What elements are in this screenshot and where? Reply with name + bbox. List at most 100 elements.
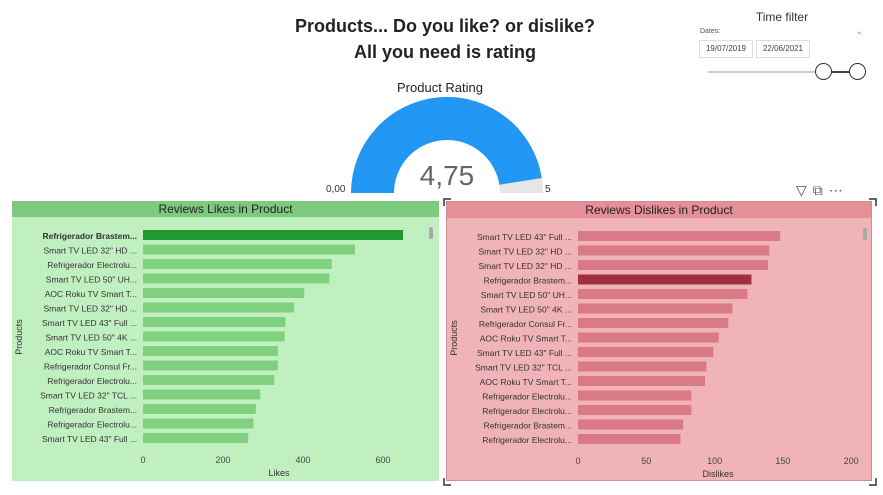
category-label: Smart TV LED 32" HD ...	[43, 304, 137, 314]
y-axis-label: Products	[449, 320, 459, 356]
bar[interactable]	[143, 317, 286, 327]
page-title-line2: All you need is rating	[353, 42, 537, 62]
y-axis-label: Products	[14, 319, 24, 355]
bar[interactable]	[143, 273, 330, 284]
bar[interactable]	[143, 389, 261, 400]
category-label: Refrigerador Electrolu...	[47, 376, 137, 386]
x-tick-label: 100	[707, 456, 722, 466]
bar[interactable]	[143, 244, 355, 255]
x-tick-label: 50	[641, 456, 651, 466]
x-tick-label: 200	[215, 455, 230, 465]
x-tick-label: 200	[844, 456, 859, 466]
x-axis-label: Likes	[268, 468, 290, 478]
category-label: Smart TV LED 50" UH...	[46, 275, 137, 285]
x-tick-label: 0	[140, 455, 145, 465]
filter-icon[interactable]: ▽	[796, 182, 813, 198]
category-label: AOC Roku TV Smart T...	[480, 377, 572, 387]
x-axis-label: Dislikes	[702, 469, 734, 479]
category-label: Smart TV LED 43" Full ...	[42, 434, 137, 444]
category-label: Smart TV LED 32" HD ...	[43, 246, 137, 256]
gauge-value: 4,75	[419, 160, 475, 191]
bar[interactable]	[143, 404, 256, 414]
resize-handle[interactable]	[869, 198, 877, 206]
bar[interactable]	[578, 274, 752, 285]
bar[interactable]	[143, 302, 295, 313]
category-label: Smart TV LED 43" Full ...	[477, 348, 572, 358]
x-tick-label: 150	[775, 456, 790, 466]
bar[interactable]	[578, 245, 770, 256]
resize-handle[interactable]	[443, 478, 451, 486]
resize-handle[interactable]	[443, 198, 451, 206]
rating-gauge	[351, 97, 543, 193]
category-label: Smart TV LED 50" 4K ...	[45, 333, 137, 343]
likes-chart-panel: Reviews Likes in Product Refrigerador Br…	[12, 201, 439, 481]
category-label: Smart TV LED 50" 4K ...	[480, 305, 572, 315]
bar[interactable]	[143, 259, 332, 269]
x-tick-label: 0	[575, 456, 580, 466]
scrollbar-thumb[interactable]	[863, 228, 867, 240]
category-label: Refrigerador Consul Fr...	[479, 319, 572, 329]
category-label: Smart TV LED 43" Full ...	[42, 318, 137, 328]
date-slider-end-handle[interactable]	[849, 63, 866, 80]
gauge-fill	[351, 97, 542, 193]
category-label: Smart TV LED 50" UH...	[481, 290, 572, 300]
time-filter-title: Time filter	[755, 10, 809, 24]
category-label: Refrigerador Brastem...	[49, 405, 137, 415]
start-date-input[interactable]: 19/07/2019	[699, 40, 753, 58]
gauge-min-label: 0,00	[326, 184, 346, 195]
category-label: Smart TV LED 32" HD ...	[478, 261, 572, 271]
category-label: Refrigerador Brastem...	[43, 231, 137, 241]
more-options-icon[interactable]: ⋯	[828, 182, 849, 198]
bar[interactable]	[143, 346, 278, 356]
category-label: Refrigerador Electrolu...	[482, 435, 572, 445]
bar[interactable]	[578, 332, 719, 343]
likes-chart-title: Reviews Likes in Product	[12, 201, 439, 217]
category-label: Smart TV LED 43" Full ...	[477, 232, 572, 242]
scrollbar-thumb[interactable]	[429, 227, 433, 239]
bar[interactable]	[143, 360, 278, 371]
end-date-input[interactable]: 22/06/2021	[756, 40, 810, 58]
page-title-line1: Products... Do you like? or dislike?	[294, 16, 596, 36]
bar[interactable]	[578, 419, 684, 430]
category-label: Refrigerador Electrolu...	[47, 260, 137, 270]
category-label: AOC Roku TV Smart T...	[45, 347, 137, 357]
bar[interactable]	[578, 303, 733, 314]
bar[interactable]	[578, 318, 729, 328]
bar[interactable]	[578, 231, 781, 241]
category-label: Refrigerador Consul Fr...	[44, 362, 137, 372]
bar[interactable]	[578, 434, 681, 444]
bar[interactable]	[143, 433, 249, 443]
bar[interactable]	[143, 230, 403, 240]
bar[interactable]	[143, 418, 254, 429]
date-slider-start-handle[interactable]	[815, 63, 832, 80]
bar[interactable]	[578, 405, 692, 415]
category-label: Smart TV LED 32" TCL ...	[40, 391, 137, 401]
date-slider-track[interactable]	[708, 71, 858, 73]
focus-mode-icon[interactable]: ⧉	[812, 182, 829, 198]
category-label: Smart TV LED 32" HD ...	[478, 247, 572, 257]
bar[interactable]	[143, 375, 275, 385]
category-label: Refrigerador Electrolu...	[47, 420, 137, 430]
category-label: Refrigerador Brastem...	[484, 276, 572, 286]
x-tick-label: 600	[375, 455, 390, 465]
x-tick-label: 400	[295, 455, 310, 465]
category-label: AOC Roku TV Smart T...	[480, 334, 572, 344]
gauge-max-label: 5	[545, 184, 551, 195]
bar[interactable]	[578, 347, 714, 357]
dislikes-chart-panel[interactable]: Reviews Dislikes in Product Smart TV LED…	[446, 201, 872, 481]
category-label: Refrigerador Brastem...	[484, 421, 572, 431]
resize-handle[interactable]	[869, 478, 877, 486]
bar[interactable]	[578, 361, 707, 372]
bar[interactable]	[578, 260, 768, 270]
bar[interactable]	[143, 331, 285, 342]
dates-label: Dates:	[700, 28, 721, 35]
chevron-down-icon[interactable]: ⌄	[855, 26, 864, 37]
category-label: AOC Roku TV Smart T...	[45, 289, 137, 299]
gauge-title: Product Rating	[397, 80, 483, 95]
bar[interactable]	[143, 288, 305, 298]
bar[interactable]	[578, 289, 748, 299]
likes-bar-chart: Refrigerador Brastem... Smart TV LED 32" …	[14, 227, 433, 478]
bar[interactable]	[578, 390, 692, 401]
category-label: Refrigerador Electrolu...	[482, 406, 572, 416]
bar[interactable]	[578, 376, 706, 386]
